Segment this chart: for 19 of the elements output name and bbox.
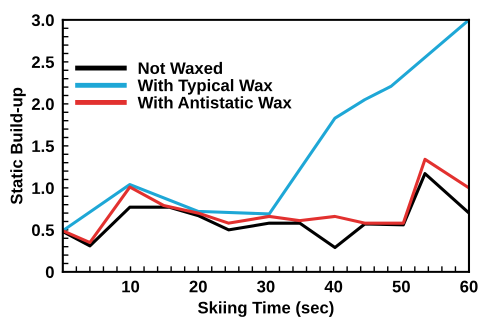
y-tick-label: 2.5 <box>32 56 54 68</box>
x-tick-label: 10 <box>122 280 140 292</box>
line-series <box>62 158 469 244</box>
y-tick-label: 1.5 <box>32 140 54 152</box>
legend-label: With Typical Wax <box>138 79 273 95</box>
x-tick-label: 50 <box>392 280 410 292</box>
y-axis-title: Static Build-up <box>10 88 26 204</box>
legend-label: Not Waxed <box>138 62 222 74</box>
y-tick-label: 0 <box>46 266 54 278</box>
x-tick-label: 30 <box>257 280 274 292</box>
y-tick-label: 2.0 <box>32 98 54 110</box>
x-tick-label: 40 <box>324 280 342 292</box>
legend-label: With Antistatic Wax <box>138 96 292 108</box>
x-axis-title: Skiing Time (sec) <box>198 301 334 317</box>
y-tick-label: 0.5 <box>32 224 54 236</box>
y-tick-label: 3.0 <box>32 14 54 26</box>
x-tick-label: 20 <box>190 280 207 292</box>
x-tick-label: 60 <box>460 280 478 292</box>
y-tick-label: 1.0 <box>32 182 54 194</box>
